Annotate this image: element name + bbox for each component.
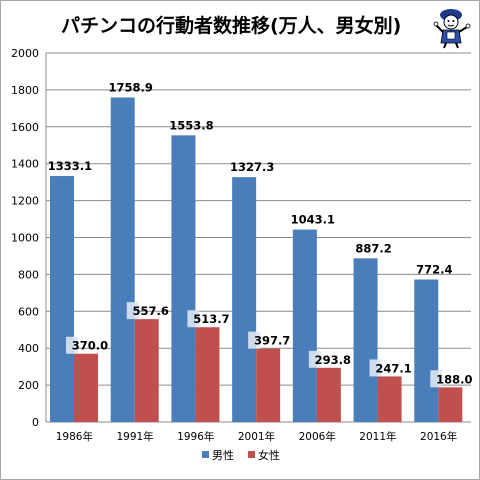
y-tick-label: 0	[32, 416, 39, 429]
data-label-female: 188.0	[436, 372, 472, 386]
legend-label-female: 女性	[258, 448, 280, 462]
data-label-male: 1758.9	[109, 80, 153, 94]
bar-female	[256, 348, 281, 422]
bar-male	[232, 177, 257, 422]
y-tick-label: 800	[18, 268, 39, 281]
x-tick-label: 1991年	[116, 430, 153, 443]
data-label-male: 772.4	[416, 262, 452, 276]
data-label-male: 1043.1	[291, 213, 335, 227]
data-label-female-bg	[187, 310, 200, 328]
data-label-female-bg	[248, 331, 261, 349]
data-label-male: 1553.8	[169, 118, 213, 132]
data-label-male: 887.2	[355, 241, 391, 255]
bar-male	[353, 258, 378, 422]
y-tick-label: 1600	[11, 121, 39, 134]
bar-female	[74, 353, 98, 422]
data-label-male: 1333.1	[48, 159, 92, 173]
bar-male	[50, 176, 74, 422]
data-label-male: 1327.3	[230, 160, 274, 174]
y-tick-label: 200	[18, 379, 39, 392]
data-label-female: 293.8	[315, 353, 351, 367]
y-tick-label: 1200	[11, 195, 39, 208]
x-tick-label: 2006年	[299, 430, 336, 443]
y-tick-label: 1000	[11, 232, 39, 245]
data-label-female: 513.7	[193, 312, 229, 326]
bar-male	[171, 135, 196, 422]
data-label-female: 397.7	[254, 334, 290, 348]
y-tick-label: 1400	[11, 158, 39, 171]
data-label-female-bg	[126, 302, 139, 320]
bar-female	[438, 387, 463, 422]
x-tick-label: 1986年	[56, 430, 93, 443]
mascot-figure-icon	[433, 9, 471, 49]
x-tick-label: 2011年	[359, 430, 396, 443]
legend-label-male: 男性	[212, 448, 234, 462]
legend-swatch-male	[202, 451, 209, 458]
bar-female	[316, 367, 341, 422]
bar-female	[195, 327, 220, 422]
y-tick-label: 600	[18, 305, 39, 318]
x-tick-label: 2001年	[238, 430, 275, 443]
chart-title: パチンコの行動者数推移(万人、男女別)	[61, 15, 402, 37]
bar-male	[414, 279, 439, 422]
data-label-female-bg	[430, 370, 443, 388]
bar-male	[292, 229, 317, 422]
data-label-female-bg	[66, 336, 78, 354]
x-tick-label: 1996年	[177, 430, 214, 443]
bar-female	[377, 376, 402, 422]
bar-male	[110, 97, 135, 423]
bar-female	[134, 319, 159, 422]
data-label-female: 370.0	[72, 339, 108, 353]
y-tick-label: 400	[18, 342, 39, 355]
x-tick-label: 2016年	[420, 430, 457, 443]
data-label-female: 247.1	[375, 361, 411, 375]
data-label-female-bg	[369, 359, 382, 377]
y-tick-label: 1800	[11, 84, 39, 97]
y-tick-label: 2000	[11, 47, 39, 60]
legend-swatch-female	[248, 451, 255, 458]
data-label-female: 557.6	[133, 304, 169, 318]
data-label-female-bg	[308, 350, 321, 368]
